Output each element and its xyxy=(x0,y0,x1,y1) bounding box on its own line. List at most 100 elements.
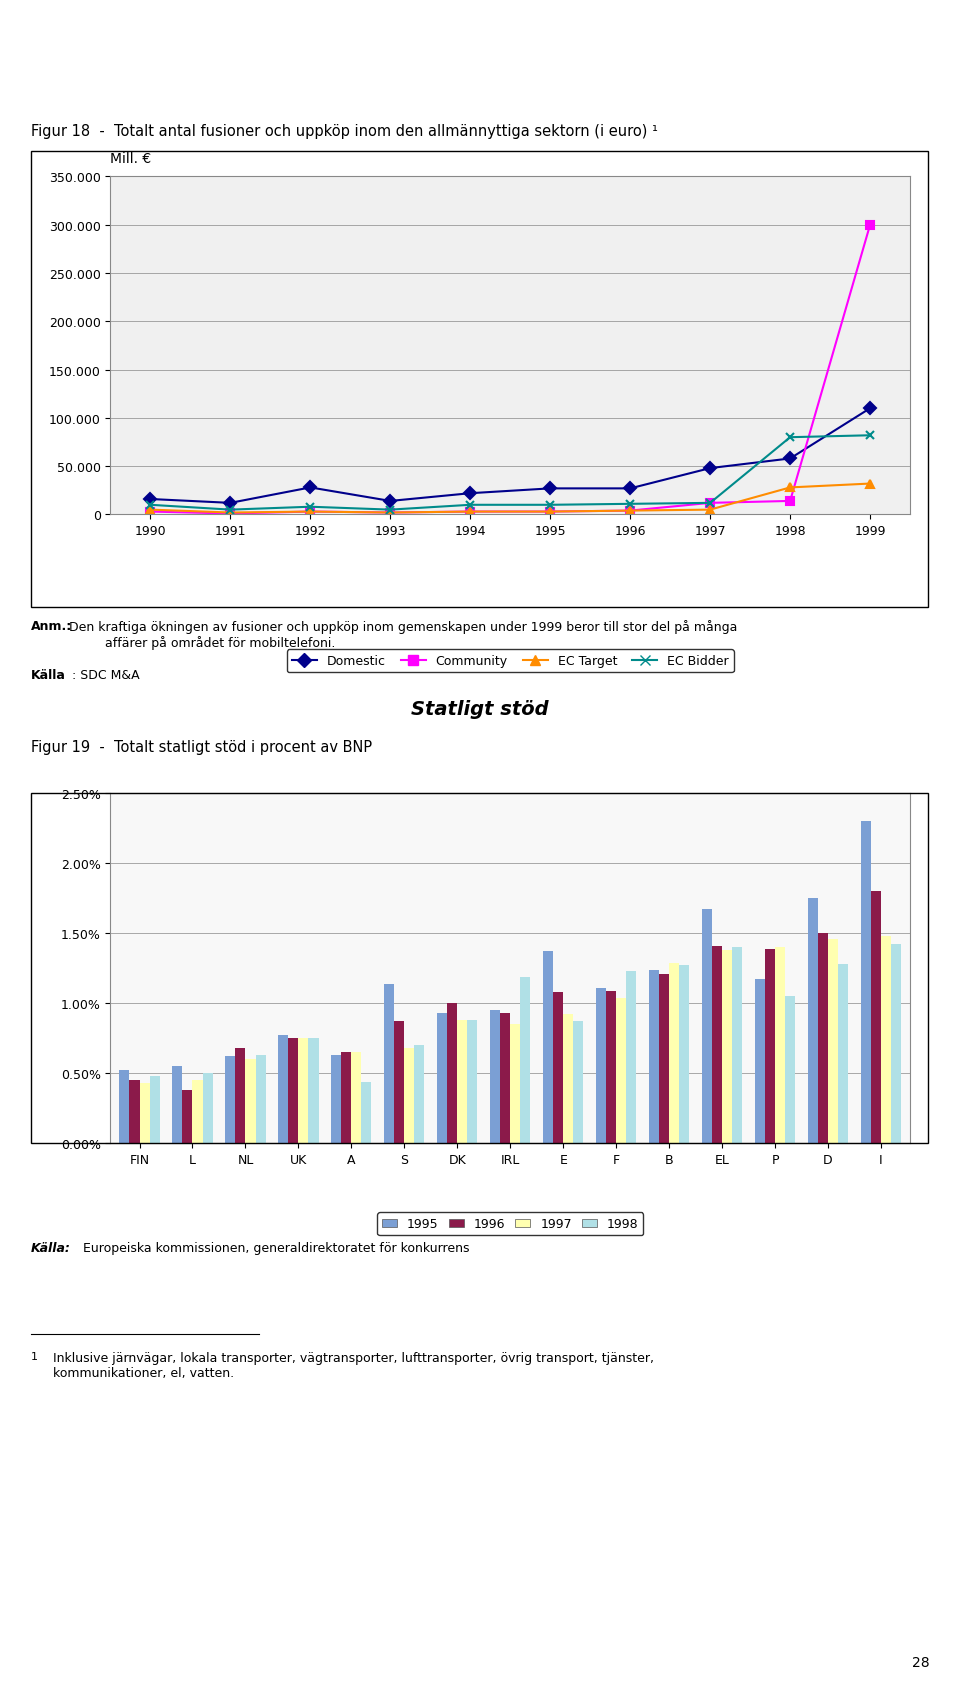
Bar xyxy=(891,944,901,1143)
Bar xyxy=(182,1091,193,1143)
Bar xyxy=(755,980,765,1143)
Bar xyxy=(712,946,722,1143)
EC Bidder xyxy=(225,500,236,520)
Bar xyxy=(193,1081,203,1143)
Bar xyxy=(838,964,848,1143)
Domestic xyxy=(304,478,316,498)
Bar xyxy=(828,939,838,1143)
Bar xyxy=(331,1056,342,1143)
Bar xyxy=(173,1066,182,1143)
Bar xyxy=(861,823,871,1143)
Bar xyxy=(351,1052,361,1143)
Bar xyxy=(732,948,742,1143)
Legend: 1995, 1996, 1997, 1998: 1995, 1996, 1997, 1998 xyxy=(377,1213,643,1236)
Bar xyxy=(404,1049,415,1143)
Domestic xyxy=(465,483,476,503)
Bar xyxy=(511,1025,520,1143)
Bar xyxy=(649,969,660,1143)
Bar xyxy=(468,1020,477,1143)
EC Target xyxy=(225,503,236,524)
Bar xyxy=(881,936,891,1143)
Community xyxy=(465,502,476,522)
EC Bidder xyxy=(304,497,316,517)
Text: Källa: Källa xyxy=(31,669,65,682)
Bar xyxy=(447,1003,457,1143)
Community xyxy=(304,502,316,522)
Text: Den kraftiga ökningen av fusioner och uppköp inom gemenskapen under 1999 beror t: Den kraftiga ökningen av fusioner och up… xyxy=(65,620,737,650)
Legend: Domestic, Community, EC Target, EC Bidder: Domestic, Community, EC Target, EC Bidde… xyxy=(287,650,733,672)
Bar xyxy=(139,1083,150,1143)
Bar xyxy=(457,1020,468,1143)
Bar xyxy=(722,951,732,1143)
Text: Figur 19  -  Totalt statligt stöd i procent av BNP: Figur 19 - Totalt statligt stöd i procen… xyxy=(31,740,372,755)
Text: Figur 18  -  Totalt antal fusioner och uppköp inom den allmännyttiga sektorn (i : Figur 18 - Totalt antal fusioner och upp… xyxy=(31,123,658,138)
Domestic xyxy=(544,480,556,500)
Bar xyxy=(775,948,785,1143)
Domestic xyxy=(864,399,876,419)
Bar xyxy=(702,910,712,1143)
Bar xyxy=(226,1057,235,1143)
Text: 28: 28 xyxy=(912,1655,929,1669)
EC Bidder xyxy=(624,495,636,515)
Community xyxy=(225,503,236,524)
Domestic xyxy=(705,459,716,480)
EC Target xyxy=(705,500,716,520)
EC Bidder xyxy=(145,495,156,515)
EC Bidder xyxy=(465,495,476,515)
Bar xyxy=(235,1049,246,1143)
Text: Mill. €: Mill. € xyxy=(110,152,152,166)
EC Bidder xyxy=(705,493,716,513)
Bar xyxy=(437,1013,447,1143)
Bar xyxy=(361,1083,372,1143)
Domestic xyxy=(385,491,396,512)
Community xyxy=(784,491,796,512)
Line: Domestic: Domestic xyxy=(146,405,875,508)
Community xyxy=(624,502,636,522)
EC Target xyxy=(624,502,636,522)
Community xyxy=(544,502,556,522)
Domestic xyxy=(145,490,156,510)
Domestic xyxy=(225,493,236,513)
Text: Källa:: Källa: xyxy=(31,1241,71,1255)
Text: Europeiska kommissionen, generaldirektoratet för konkurrens: Europeiska kommissionen, generaldirektor… xyxy=(79,1241,469,1255)
Bar xyxy=(564,1015,573,1143)
Bar xyxy=(308,1039,319,1143)
Domestic xyxy=(784,449,796,470)
Bar xyxy=(395,1022,404,1143)
Bar xyxy=(573,1022,584,1143)
Bar xyxy=(616,998,626,1143)
EC Target xyxy=(465,502,476,522)
Community xyxy=(385,503,396,524)
EC Target xyxy=(784,478,796,498)
Bar xyxy=(660,975,669,1143)
Bar xyxy=(520,976,530,1143)
Text: 1: 1 xyxy=(31,1351,37,1361)
Bar xyxy=(679,966,689,1143)
Text: : SDC M&A: : SDC M&A xyxy=(72,669,139,682)
Bar xyxy=(543,953,553,1143)
Bar xyxy=(596,988,606,1143)
EC Target xyxy=(864,475,876,495)
Bar xyxy=(384,985,395,1143)
EC Target xyxy=(304,502,316,522)
Line: Community: Community xyxy=(146,221,875,519)
Bar xyxy=(491,1010,500,1143)
Bar xyxy=(288,1039,299,1143)
Text: Anm.:: Anm.: xyxy=(31,620,72,633)
Bar xyxy=(765,949,775,1143)
EC Bidder xyxy=(544,495,556,515)
Bar xyxy=(299,1039,308,1143)
EC Target xyxy=(544,502,556,522)
Bar xyxy=(415,1045,424,1143)
Bar xyxy=(808,899,818,1143)
EC Target xyxy=(145,500,156,520)
Bar xyxy=(342,1052,351,1143)
Bar xyxy=(150,1076,159,1143)
EC Target xyxy=(385,503,396,524)
Bar xyxy=(203,1074,212,1143)
Bar xyxy=(500,1013,511,1143)
Bar xyxy=(669,963,679,1143)
Line: EC Target: EC Target xyxy=(146,480,875,517)
Community xyxy=(864,216,876,236)
Bar xyxy=(255,1056,266,1143)
